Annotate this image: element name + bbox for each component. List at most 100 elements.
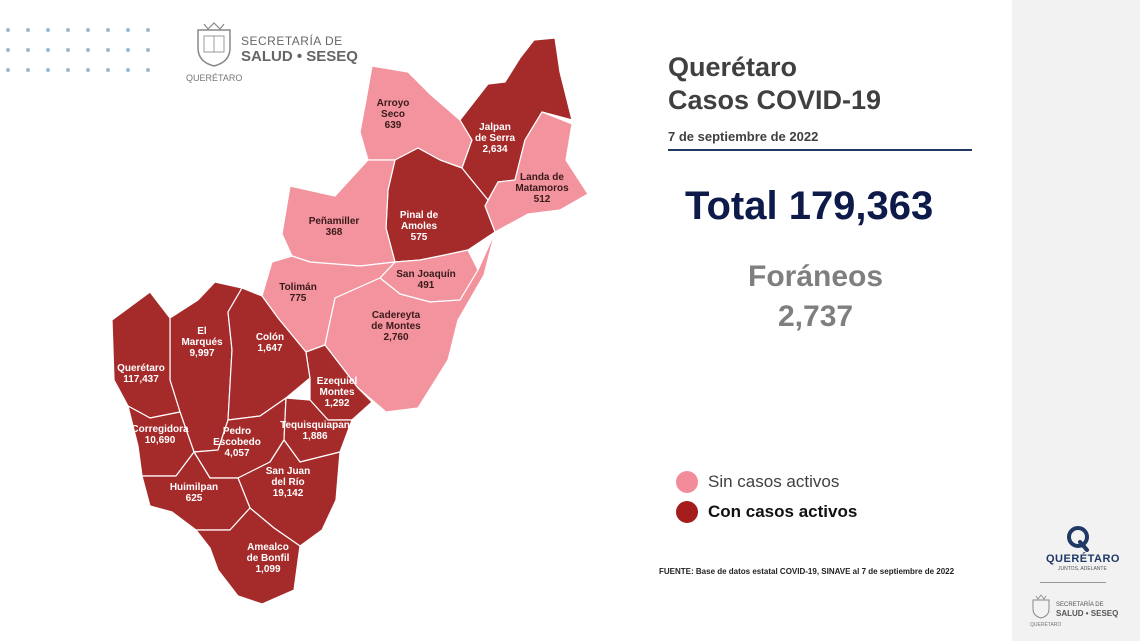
source-note: FUENTE: Base de datos estatal COVID-19, … <box>659 567 955 576</box>
municipality-name: Arroyo <box>377 98 410 109</box>
municipality-name: San Joaquín <box>396 269 455 280</box>
decorative-dot <box>126 28 130 32</box>
municipality-label-corregidora: Corregidora 10,690 <box>131 424 189 446</box>
municipality-cases: 625 <box>186 493 203 504</box>
legend-swatch-con <box>676 501 698 523</box>
title-line2: Casos COVID-19 <box>668 85 882 115</box>
municipality-cases: 512 <box>534 194 551 205</box>
decorative-dot <box>46 28 50 32</box>
municipality-cases: 1,886 <box>302 431 327 442</box>
municipality-cases: 368 <box>326 227 343 238</box>
municipality-label-colon: Colón 1,647 <box>256 332 284 354</box>
region-amealco <box>195 507 301 605</box>
state-seal-small-icon <box>1032 594 1050 619</box>
report-date: 7 de septiembre de 2022 <box>668 129 819 144</box>
municipality-cases: 639 <box>385 120 402 131</box>
decorative-dot <box>26 28 30 32</box>
title-line1: Querétaro <box>668 52 798 82</box>
decorative-dot <box>146 28 150 32</box>
municipality-name: Ezequiel <box>317 376 358 387</box>
sidebar-brand: QUERÉTARO <box>1046 553 1120 565</box>
legend-label-sin: Sin casos activos <box>708 472 840 491</box>
municipality-name: Landa de <box>520 172 564 183</box>
agency-small: QUERÉTARO <box>186 73 243 83</box>
agency-line1: SECRETARÍA DE <box>241 34 343 48</box>
municipality-cases: 1,647 <box>257 343 282 354</box>
municipality-name: Huimilpan <box>170 482 218 493</box>
sidebar-agency-line1: SECRETARÍA DE <box>1056 602 1104 608</box>
title-divider <box>668 149 972 151</box>
municipality-name: Amoles <box>401 221 438 232</box>
decorative-dot <box>66 48 70 52</box>
municipality-name: de Serra <box>475 133 515 144</box>
municipality-name: Matamoros <box>515 183 569 194</box>
municipality-label-tequisquiapan: Tequisquiapan 1,886 <box>280 420 350 442</box>
municipality-cases: 575 <box>411 232 428 243</box>
agency-line2: SALUD • SESEQ <box>241 48 358 65</box>
municipality-name: de Bonfil <box>247 553 290 564</box>
municipality-cases: 491 <box>418 280 435 291</box>
total-cases: Total 179,363 <box>685 184 934 228</box>
municipality-name: Marqués <box>181 337 223 348</box>
municipality-cases: 1,099 <box>255 564 280 575</box>
decorative-dot <box>106 48 110 52</box>
decorative-dot <box>66 68 70 72</box>
decorative-dot <box>146 68 150 72</box>
municipality-name: Pinal de <box>400 210 439 221</box>
municipality-label-ezequiel: Ezequiel Montes 1,292 <box>317 376 358 409</box>
municipality-name: Corregidora <box>131 424 189 435</box>
municipality-name: Peñamiller <box>309 216 360 227</box>
decorative-dot <box>86 68 90 72</box>
foraneos-value: 2,737 <box>778 300 854 333</box>
municipality-label-penamiller: Peñamiller 368 <box>309 216 360 238</box>
sidebar-agency-small: QUERÉTARO <box>1030 622 1062 628</box>
decorative-dot <box>126 48 130 52</box>
sidebar-slogan: JUNTOS, ADELANTE <box>1058 566 1107 572</box>
region-cadereyta <box>324 231 496 413</box>
municipality-label-san-joaquin: San Joaquín 491 <box>396 269 455 291</box>
municipality-cases: 9,997 <box>189 348 214 359</box>
decorative-dot <box>26 68 30 72</box>
decorative-dot <box>46 48 50 52</box>
region-penamiller <box>281 159 396 267</box>
municipality-cases: 19,142 <box>273 488 304 499</box>
municipality-label-san-juan: San Juan del Río 19,142 <box>266 466 310 499</box>
decorative-dot <box>26 48 30 52</box>
municipality-cases: 4,057 <box>224 448 249 459</box>
municipality-name: Seco <box>381 109 405 120</box>
decorative-dot <box>46 68 50 72</box>
sidebar-agency-line2: SALUD • SESEQ <box>1056 609 1119 618</box>
decorative-dot <box>66 28 70 32</box>
municipality-name: del Río <box>271 477 304 488</box>
municipality-name: Cadereyta <box>372 310 421 321</box>
municipality-label-pinal: Pinal de Amoles 575 <box>400 210 439 243</box>
municipality-label-el-marques: El Marqués 9,997 <box>181 326 223 359</box>
foraneos-label: Foráneos <box>748 260 884 293</box>
decorative-dot <box>6 28 10 32</box>
municipality-name: Escobedo <box>213 437 261 448</box>
municipality-name: Pedro <box>223 426 251 437</box>
municipality-label-jalpan: Jalpan de Serra 2,634 <box>475 122 515 155</box>
municipality-cases: 117,437 <box>123 374 159 385</box>
municipality-name: Tequisquiapan <box>280 420 350 431</box>
legend-swatch-sin <box>676 471 698 493</box>
municipality-name: de Montes <box>371 321 421 332</box>
municipality-label-pedro: Pedro Escobedo 4,057 <box>213 426 261 459</box>
decorative-dot-grid <box>6 28 166 78</box>
legend-label-con: Con casos activos <box>708 502 858 521</box>
municipality-cases: 2,760 <box>383 332 408 343</box>
municipality-cases: 10,690 <box>145 435 176 446</box>
right-sidebar <box>1012 0 1140 641</box>
municipality-label-queretaro: Querétaro 117,437 <box>117 363 165 385</box>
municipality-name: El <box>197 326 207 337</box>
decorative-dot <box>6 68 10 72</box>
municipality-label-landa: Landa de Matamoros 512 <box>515 172 569 205</box>
queretaro-q-icon <box>1067 526 1089 552</box>
decorative-dot <box>6 48 10 52</box>
decorative-dot <box>86 48 90 52</box>
decorative-dot <box>106 68 110 72</box>
seseq-logo: SECRETARÍA DE SALUD • SESEQ QUERÉTARO <box>186 20 376 86</box>
decorative-dot <box>146 48 150 52</box>
municipality-label-cadereyta: Cadereyta de Montes 2,760 <box>371 310 421 343</box>
